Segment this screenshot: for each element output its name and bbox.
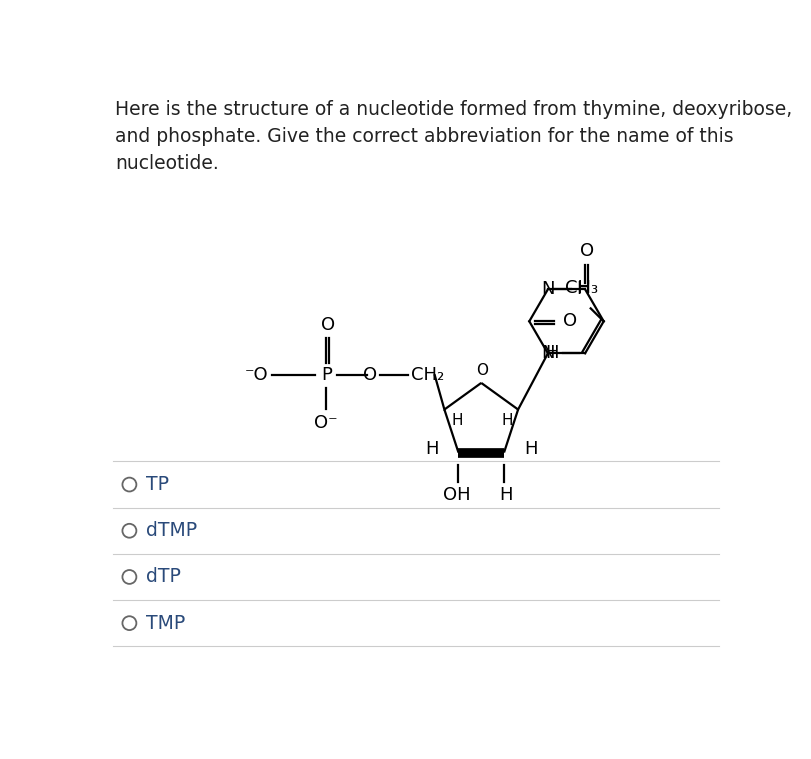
Text: O: O (320, 316, 334, 334)
Text: O: O (475, 363, 487, 377)
Text: Here is the structure of a nucleotide formed from thymine, deoxyribose,
and phos: Here is the structure of a nucleotide fo… (115, 99, 792, 173)
Text: CH₂: CH₂ (411, 366, 444, 384)
Text: dTP: dTP (146, 568, 181, 587)
Text: H: H (498, 486, 512, 504)
Text: ⁻O: ⁻O (245, 366, 268, 384)
Text: P: P (320, 366, 331, 384)
Text: CH₃: CH₃ (564, 279, 598, 297)
Text: N: N (540, 280, 554, 298)
Text: O⁻: O⁻ (314, 414, 337, 432)
Text: N: N (540, 345, 554, 362)
Text: TP: TP (146, 475, 169, 494)
Text: O: O (563, 312, 577, 330)
Text: H: H (544, 345, 558, 362)
Text: O: O (363, 366, 377, 384)
Text: H: H (524, 440, 537, 458)
Text: O: O (579, 242, 593, 260)
Text: H: H (450, 413, 462, 428)
Text: H: H (501, 413, 513, 428)
Text: OH: OH (443, 486, 470, 504)
Text: H: H (575, 280, 589, 298)
Text: dTMP: dTMP (146, 521, 197, 540)
Text: H: H (424, 440, 438, 458)
Text: TMP: TMP (146, 613, 186, 633)
